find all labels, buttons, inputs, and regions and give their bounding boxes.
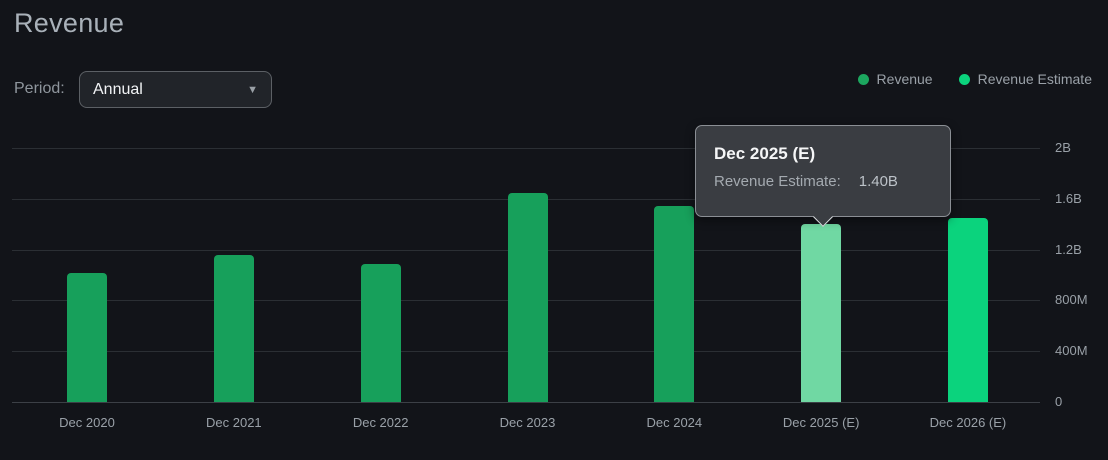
bar-dec-2021[interactable] (213, 254, 254, 402)
tooltip-label: Revenue Estimate: (714, 173, 841, 190)
tooltip-title: Dec 2025 (E) (714, 144, 816, 163)
y-axis-tick-label: 1.6B (1055, 190, 1082, 206)
legend: Revenue Revenue Estimate (857, 71, 1092, 87)
tooltip: Dec 2025 (E) Revenue Estimate: 1.40B (695, 125, 951, 227)
x-axis-label: Dec 2026 (E) (929, 415, 1007, 430)
bar-dec-2025-e[interactable] (801, 224, 842, 402)
gridline (12, 148, 1040, 149)
x-axis-label: Dec 2024 (646, 415, 703, 430)
bar-dec-2024[interactable] (654, 206, 695, 402)
period-label: Period: (14, 80, 65, 97)
y-axis-tick-label: 400M (1055, 343, 1088, 359)
tooltip-value: 1.40B (858, 173, 898, 190)
x-axis-label: Dec 2022 (352, 415, 409, 430)
x-axis-label: Dec 2025 (E) (782, 415, 860, 430)
legend-dot-icon (857, 73, 869, 85)
bar-dec-2020[interactable] (67, 272, 107, 402)
bar-dec-2023[interactable] (507, 192, 548, 402)
gridline (12, 402, 1040, 403)
bar-dec-2022[interactable] (360, 263, 401, 402)
x-axis-label: Dec 2020 (59, 415, 115, 430)
y-axis-tick-label: 2B (1055, 140, 1071, 155)
legend-dot-icon (958, 73, 970, 85)
chevron-down-icon: ▼ (247, 83, 258, 96)
bar-dec-2026-e[interactable] (948, 217, 988, 402)
page-title: Revenue (14, 8, 125, 38)
legend-item-label: Revenue Estimate (977, 71, 1092, 87)
y-axis-tick-label: 0 (1055, 394, 1063, 409)
legend-item-revenue-estimate: Revenue Estimate (958, 71, 1092, 87)
y-axis-tick-label: 800M (1055, 292, 1088, 308)
legend-item-revenue: Revenue (857, 71, 933, 87)
tooltip-row: Revenue Estimate: 1.40B (714, 171, 932, 193)
x-axis-label: Dec 2021 (206, 415, 262, 430)
x-axis-label: Dec 2023 (499, 415, 556, 430)
y-axis-tick-label: 1.2B (1055, 241, 1082, 257)
legend-item-label: Revenue (876, 71, 933, 87)
period-dropdown-value: Annual (93, 80, 143, 98)
period-dropdown[interactable]: Annual ▼ (79, 71, 272, 108)
